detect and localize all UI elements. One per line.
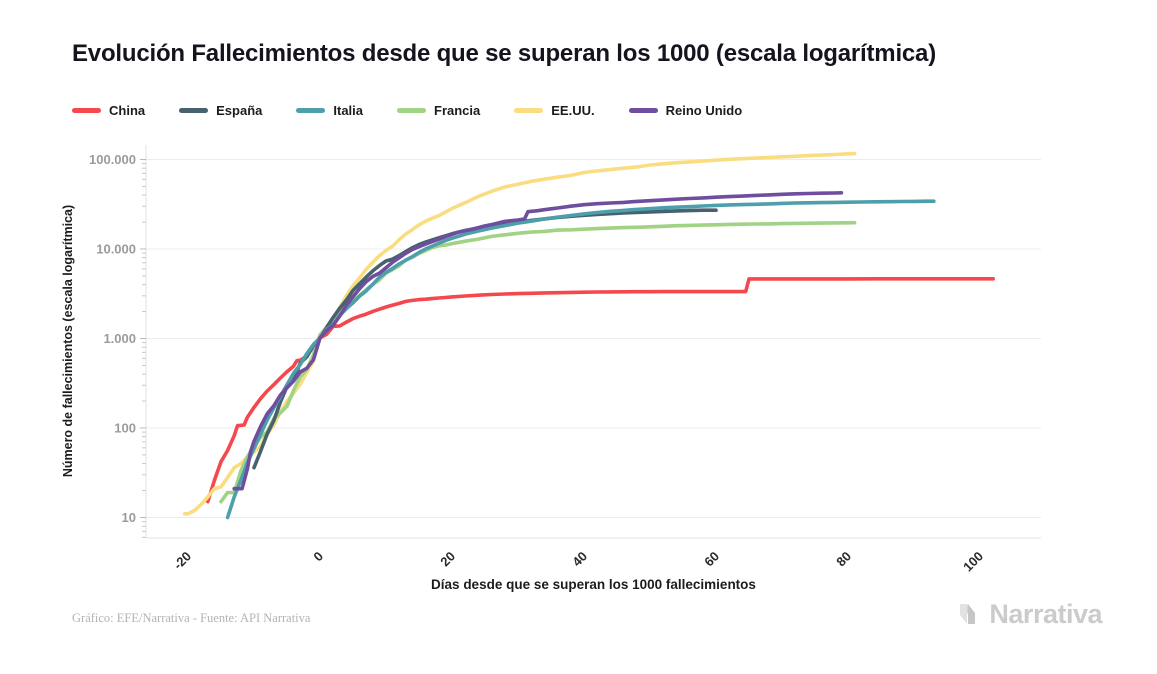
y-tick-label: 100.000 — [89, 152, 136, 167]
legend-swatch — [628, 108, 658, 113]
legend-label: EE.UU. — [551, 103, 595, 118]
y-axis-title: Número de fallecimientos (escala logarít… — [61, 204, 75, 478]
y-tick-label: 10.000 — [96, 242, 136, 257]
legend-swatch — [514, 108, 544, 113]
chart-title: Evolución Fallecimientos desde que se su… — [72, 40, 937, 67]
series-line-italia — [225, 199, 936, 520]
legend-swatch — [296, 108, 326, 113]
series-line-francia — [219, 220, 857, 504]
legend-item-china: China — [72, 103, 145, 118]
legend-item-reino-unido: Reino Unido — [628, 103, 743, 118]
x-tick-label: 20 — [437, 549, 458, 570]
x-tick-label: 100 — [960, 549, 986, 575]
legend-item-espa-a: España — [179, 103, 262, 118]
legend-swatch — [179, 108, 209, 113]
y-tick-label: 10 — [122, 510, 136, 525]
x-tick-label: 80 — [833, 549, 854, 570]
legend-label: España — [216, 103, 263, 118]
series-line-ee-uu- — [182, 151, 857, 516]
legend-label: Italia — [333, 103, 363, 118]
x-tick-label: -20 — [170, 549, 194, 573]
legend-label: Francia — [434, 103, 481, 118]
legend-label: China — [109, 103, 146, 118]
legend-item-italia: Italia — [296, 103, 363, 118]
y-tick-label: 100 — [114, 421, 136, 436]
x-axis-title: Días desde que se superan los 1000 falle… — [431, 577, 756, 592]
legend-swatch — [72, 108, 101, 113]
series-line-china — [206, 276, 996, 504]
source-credit: Gráfico: EFE/Narrativa - Fuente: API Nar… — [72, 611, 311, 625]
y-tick-label: 1.000 — [103, 331, 136, 346]
narrativa-logo-text: Narrativa — [989, 598, 1102, 629]
chart-legend: China España Italia Francia EE.UU. Reino Unid… — [72, 103, 742, 118]
x-tick-label: 60 — [701, 549, 722, 570]
narrativa-logo-icon — [960, 604, 976, 624]
legend-item-ee-uu-: EE.UU. — [514, 103, 595, 118]
x-tick-label: 0 — [310, 549, 326, 565]
series-line-reino-unido — [232, 191, 844, 491]
legend-label: Reino Unido — [665, 103, 743, 118]
legend-swatch — [397, 108, 426, 113]
x-tick-label: 40 — [569, 549, 590, 570]
legend-item-francia: Francia — [397, 103, 480, 118]
narrativa-logo: Narrativa — [955, 598, 1102, 630]
